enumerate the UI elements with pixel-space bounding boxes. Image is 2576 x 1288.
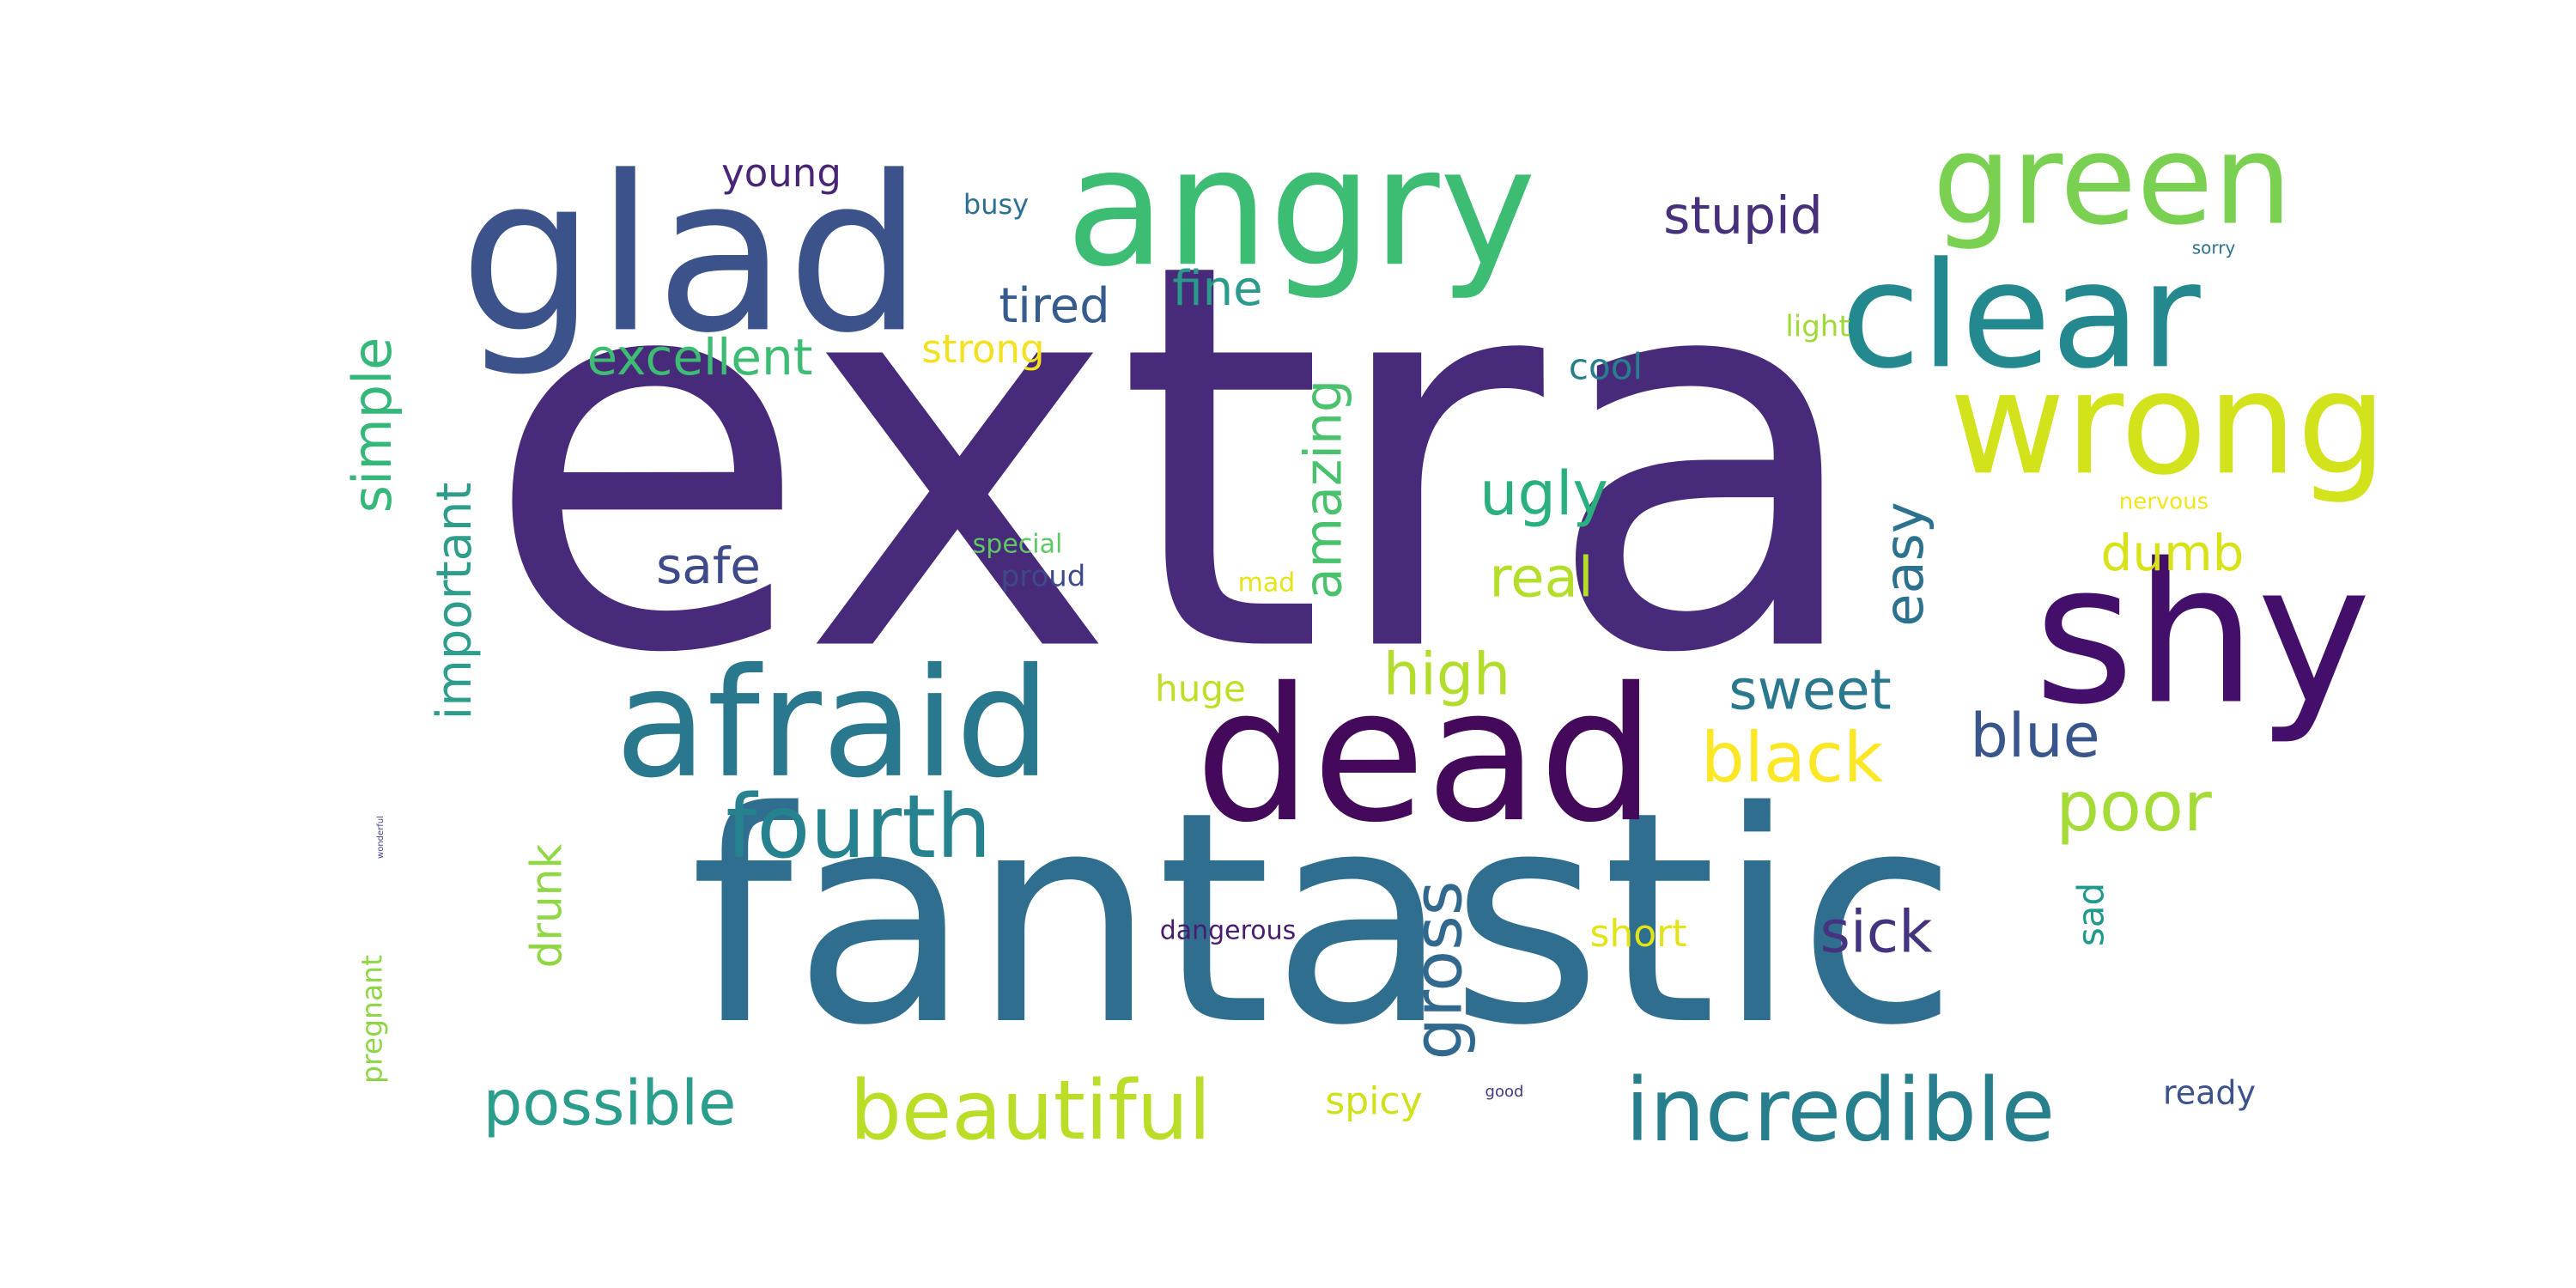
word-angry: angry xyxy=(1066,112,1536,302)
word-possible: possible xyxy=(483,1067,737,1139)
word-huge: huge xyxy=(1155,668,1246,710)
word-sweet: sweet xyxy=(1728,659,1892,723)
word-easy: easy xyxy=(1873,501,1935,626)
word-busy: busy xyxy=(963,188,1029,221)
word-green: green xyxy=(1933,108,2293,253)
word-black: black xyxy=(1701,718,1884,798)
word-beautiful: beautiful xyxy=(850,1064,1212,1158)
word-stupid: stupid xyxy=(1663,186,1823,246)
word-real: real xyxy=(1489,547,1593,611)
word-amazing: amazing xyxy=(1294,380,1354,599)
word-cool: cool xyxy=(1569,346,1643,388)
word-ready: ready xyxy=(2163,1074,2256,1112)
word-wonderful: wonderful xyxy=(376,816,386,859)
word-poor: poor xyxy=(2056,767,2212,847)
word-shy: shy xyxy=(2034,523,2372,748)
word-blue: blue xyxy=(1970,701,2099,771)
word-high: high xyxy=(1383,641,1510,709)
word-fourth: fourth xyxy=(726,776,992,878)
word-dangerous: dangerous xyxy=(1160,916,1297,946)
word-drunk: drunk xyxy=(522,844,572,969)
word-glad: glad xyxy=(459,130,923,380)
word-safe: safe xyxy=(656,537,761,595)
word-fantastic: fantastic xyxy=(690,750,1958,1090)
word-young: young xyxy=(721,150,841,196)
word-clear: clear xyxy=(1840,231,2200,401)
word-wrong: wrong xyxy=(1949,341,2386,506)
word-excellent: excellent xyxy=(587,328,813,386)
word-tired: tired xyxy=(999,278,1109,334)
word-extra: extra xyxy=(483,151,1869,770)
word-simple: simple xyxy=(341,337,404,513)
word-light: light xyxy=(1785,310,1850,344)
word-afraid: afraid xyxy=(615,637,1051,811)
word-mad: mad xyxy=(1238,568,1296,598)
word-dumb: dumb xyxy=(2101,524,2245,582)
word-proud: proud xyxy=(1001,560,1086,594)
word-good: good xyxy=(1485,1083,1524,1101)
word-short: short xyxy=(1589,912,1686,956)
word-spicy: spicy xyxy=(1325,1079,1422,1123)
word-special: special xyxy=(973,530,1063,560)
word-ugly: ugly xyxy=(1479,459,1608,529)
word-important: important xyxy=(427,483,483,720)
word-sorry: sorry xyxy=(2192,238,2236,258)
word-dead: dead xyxy=(1195,647,1656,863)
word-pregnant: pregnant xyxy=(355,955,389,1084)
word-fine: fine xyxy=(1172,261,1262,317)
word-sick: sick xyxy=(1820,899,1933,967)
word-strong: strong xyxy=(921,326,1044,372)
word-nervous: nervous xyxy=(2119,489,2208,515)
word-incredible: incredible xyxy=(1625,1060,2055,1162)
word-sad: sad xyxy=(2070,883,2112,946)
word-gross: gross xyxy=(1400,881,1477,1060)
